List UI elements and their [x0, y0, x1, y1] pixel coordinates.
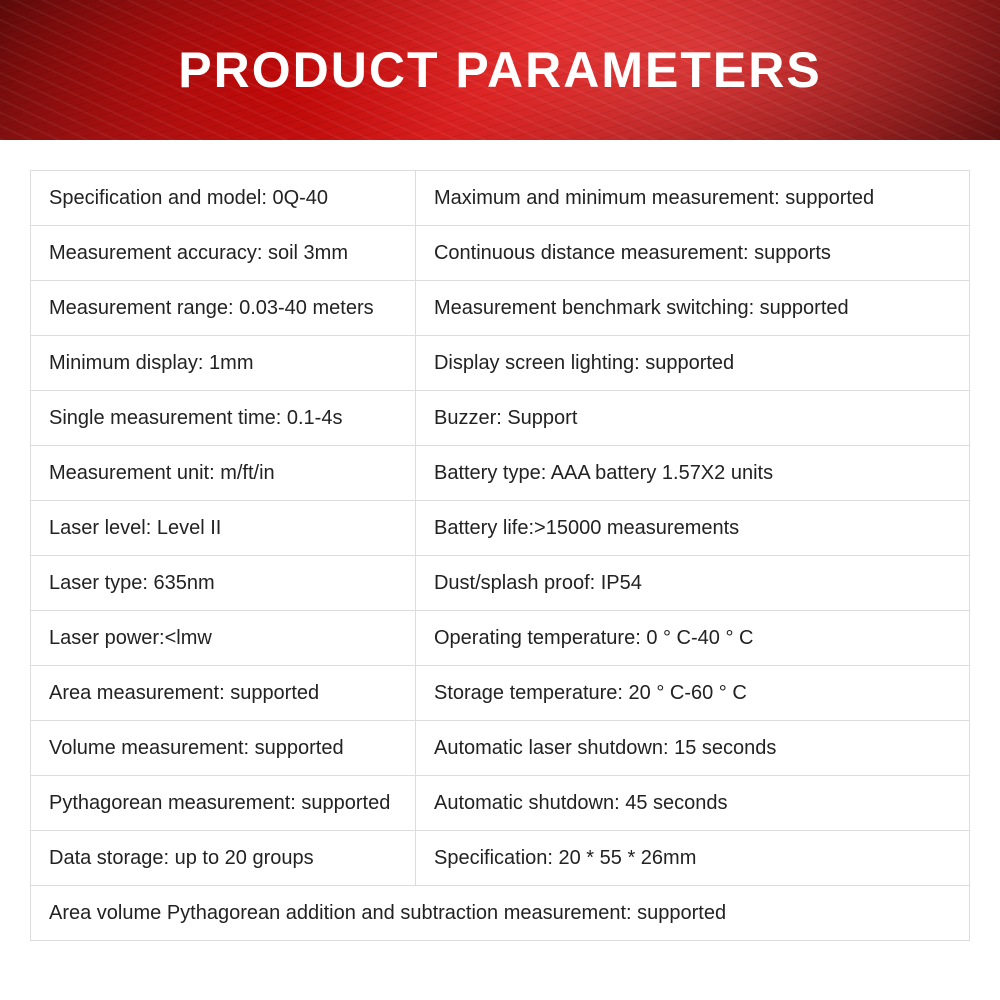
- table-row: Measurement range: 0.03-40 metersMeasure…: [31, 281, 970, 336]
- table-row-full: Area volume Pythagorean addition and sub…: [31, 886, 970, 941]
- spec-cell: Battery life:>15000 measurements: [415, 501, 969, 556]
- spec-cell: Measurement unit: m/ft/in: [31, 446, 416, 501]
- table-row: Area measurement: supportedStorage tempe…: [31, 666, 970, 721]
- spec-cell: Measurement range: 0.03-40 meters: [31, 281, 416, 336]
- spec-cell: Minimum display: 1mm: [31, 336, 416, 391]
- spec-cell: Buzzer: Support: [415, 391, 969, 446]
- spec-cell: Area measurement: supported: [31, 666, 416, 721]
- table-row: Data storage: up to 20 groupsSpecificati…: [31, 831, 970, 886]
- spec-cell: Pythagorean measurement: supported: [31, 776, 416, 831]
- spec-cell: Automatic shutdown: 45 seconds: [415, 776, 969, 831]
- spec-cell: Specification and model: 0Q-40: [31, 171, 416, 226]
- spec-cell: Measurement accuracy: soil 3mm: [31, 226, 416, 281]
- spec-cell: Laser level: Level II: [31, 501, 416, 556]
- spec-cell: Operating temperature: 0 ° C-40 ° C: [415, 611, 969, 666]
- table-row: Measurement accuracy: soil 3mmContinuous…: [31, 226, 970, 281]
- spec-cell: Maximum and minimum measurement: support…: [415, 171, 969, 226]
- spec-cell: Measurement benchmark switching: support…: [415, 281, 969, 336]
- header-banner: PRODUCT PARAMETERS: [0, 0, 1000, 140]
- spec-cell: Battery type: AAA battery 1.57X2 units: [415, 446, 969, 501]
- spec-cell: Single measurement time: 0.1-4s: [31, 391, 416, 446]
- table-row: Specification and model: 0Q-40Maximum an…: [31, 171, 970, 226]
- spec-table-body: Specification and model: 0Q-40Maximum an…: [31, 171, 970, 941]
- table-row: Laser type: 635nmDust/splash proof: IP54: [31, 556, 970, 611]
- spec-cell: Volume measurement: supported: [31, 721, 416, 776]
- table-row: Laser level: Level IIBattery life:>15000…: [31, 501, 970, 556]
- spec-table-container: Specification and model: 0Q-40Maximum an…: [0, 140, 1000, 941]
- table-row: Minimum display: 1mmDisplay screen light…: [31, 336, 970, 391]
- spec-cell: Storage temperature: 20 ° C-60 ° C: [415, 666, 969, 721]
- spec-cell: Display screen lighting: supported: [415, 336, 969, 391]
- spec-cell: Dust/splash proof: IP54: [415, 556, 969, 611]
- table-row: Measurement unit: m/ft/inBattery type: A…: [31, 446, 970, 501]
- spec-cell: Data storage: up to 20 groups: [31, 831, 416, 886]
- table-row: Laser power:<lmwOperating temperature: 0…: [31, 611, 970, 666]
- table-row: Pythagorean measurement: supportedAutoma…: [31, 776, 970, 831]
- spec-cell: Automatic laser shutdown: 15 seconds: [415, 721, 969, 776]
- spec-cell: Continuous distance measurement: support…: [415, 226, 969, 281]
- table-row: Volume measurement: supportedAutomatic l…: [31, 721, 970, 776]
- table-row: Single measurement time: 0.1-4sBuzzer: S…: [31, 391, 970, 446]
- spec-table: Specification and model: 0Q-40Maximum an…: [30, 170, 970, 941]
- spec-cell: Laser type: 635nm: [31, 556, 416, 611]
- spec-cell: Specification: 20 * 55 * 26mm: [415, 831, 969, 886]
- page-title: PRODUCT PARAMETERS: [178, 41, 821, 99]
- spec-cell-full: Area volume Pythagorean addition and sub…: [31, 886, 970, 941]
- spec-cell: Laser power:<lmw: [31, 611, 416, 666]
